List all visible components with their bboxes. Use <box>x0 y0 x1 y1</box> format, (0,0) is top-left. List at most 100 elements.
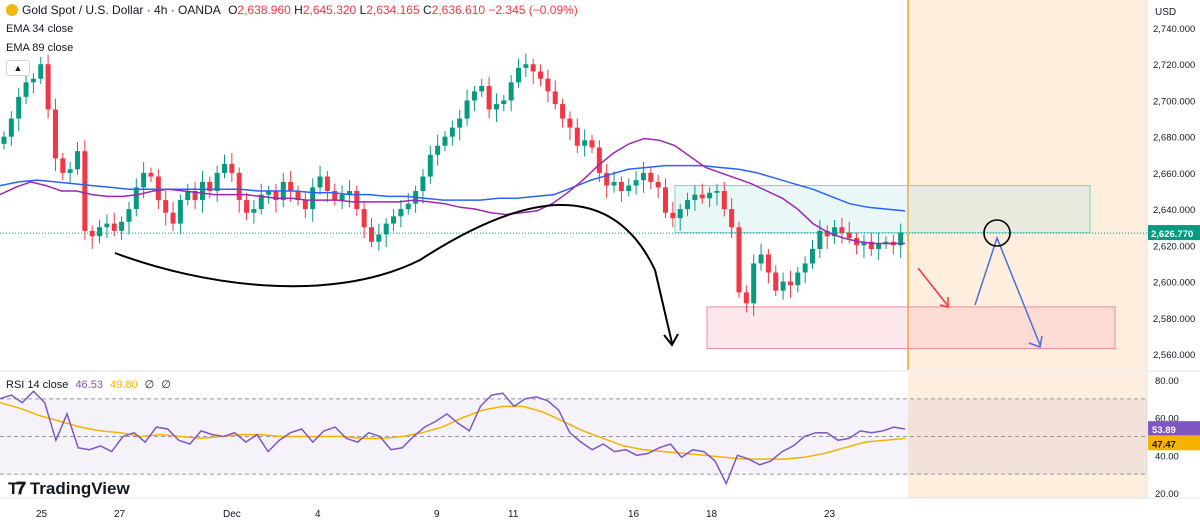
candle-down[interactable] <box>155 176 161 201</box>
candle-up[interactable] <box>420 176 426 191</box>
candle-up[interactable] <box>780 281 786 291</box>
candle-up[interactable] <box>508 82 514 101</box>
candle-up[interactable] <box>832 227 838 237</box>
candle-down[interactable] <box>824 230 830 237</box>
candle-up[interactable] <box>1 136 7 144</box>
candle-down[interactable] <box>148 172 154 177</box>
candle-up[interactable] <box>214 172 220 191</box>
candle-up[interactable] <box>383 223 389 235</box>
candle-up[interactable] <box>795 272 801 286</box>
candle-up[interactable] <box>391 216 397 224</box>
candle-up[interactable] <box>758 254 764 264</box>
candle-down[interactable] <box>45 64 51 110</box>
indicator-ema89-label[interactable]: EMA 89 close <box>6 42 74 54</box>
candle-down[interactable] <box>655 181 661 188</box>
candle-up[interactable] <box>471 91 477 101</box>
candle-up[interactable] <box>861 241 867 246</box>
candle-up[interactable] <box>714 191 720 193</box>
candle-up[interactable] <box>310 187 316 210</box>
candle-down[interactable] <box>560 104 566 119</box>
candle-up[interactable] <box>633 180 639 186</box>
candle-down[interactable] <box>589 140 595 148</box>
candle-up[interactable] <box>640 172 646 181</box>
candle-up[interactable] <box>611 181 617 186</box>
candle-down[interactable] <box>670 212 676 219</box>
candle-down[interactable] <box>604 172 610 186</box>
collapse-indicators-button[interactable]: ▲ <box>6 60 30 76</box>
candle-up[interactable] <box>126 209 132 222</box>
candle-up[interactable] <box>427 154 433 177</box>
candle-up[interactable] <box>501 100 507 105</box>
candle-up[interactable] <box>435 145 441 155</box>
candle-up[interactable] <box>677 209 683 219</box>
candle-down[interactable] <box>192 191 198 201</box>
candle-up[interactable] <box>626 185 632 191</box>
candle-down[interactable] <box>567 118 573 128</box>
candle-down[interactable] <box>244 200 250 213</box>
candle-up[interactable] <box>457 118 463 128</box>
candle-up[interactable] <box>810 248 815 264</box>
candle-up[interactable] <box>685 200 691 210</box>
candle-up[interactable] <box>258 194 264 210</box>
candle-up[interactable] <box>222 163 227 173</box>
candle-down[interactable] <box>324 176 330 191</box>
candle-down[interactable] <box>787 281 793 286</box>
candle-down[interactable] <box>552 91 558 105</box>
candle-up[interactable] <box>516 67 521 83</box>
support-zone[interactable] <box>706 306 1116 350</box>
candle-up[interactable] <box>16 96 22 119</box>
candle-up[interactable] <box>339 194 345 201</box>
candle-up[interactable] <box>30 78 36 83</box>
candle-down[interactable] <box>295 191 301 201</box>
candle-down[interactable] <box>369 227 374 242</box>
candle-down[interactable] <box>82 151 88 231</box>
candle-up[interactable] <box>876 243 882 249</box>
candle-down[interactable] <box>721 191 727 210</box>
candle-up[interactable] <box>582 140 588 146</box>
candle-down[interactable] <box>736 227 742 293</box>
candle-down[interactable] <box>868 241 874 249</box>
candle-up[interactable] <box>119 221 125 231</box>
drawn-arc-path[interactable] <box>114 204 673 344</box>
candle-down[interactable] <box>648 172 654 182</box>
candle-up[interactable] <box>449 127 455 137</box>
candle-up[interactable] <box>317 176 323 188</box>
candle-down[interactable] <box>486 85 492 110</box>
candle-up[interactable] <box>479 85 485 92</box>
candle-up[interactable] <box>751 263 757 304</box>
candle-up[interactable] <box>883 241 889 244</box>
candle-down[interactable] <box>52 109 58 159</box>
candle-down[interactable] <box>574 127 580 146</box>
candle-down[interactable] <box>596 147 602 173</box>
candle-down[interactable] <box>538 71 544 79</box>
candle-down[interactable] <box>846 232 852 239</box>
candle-up[interactable] <box>376 234 382 242</box>
candle-up[interactable] <box>493 104 499 110</box>
candle-up[interactable] <box>817 230 823 249</box>
candle-down[interactable] <box>236 172 242 201</box>
candle-up[interactable] <box>23 82 29 97</box>
candle-up[interactable] <box>133 187 139 210</box>
candle-up[interactable] <box>405 203 411 210</box>
candle-up[interactable] <box>97 227 103 237</box>
candle-down[interactable] <box>839 227 845 233</box>
candle-up[interactable] <box>38 64 44 79</box>
candle-down[interactable] <box>89 230 95 237</box>
candle-down[interactable] <box>729 209 735 228</box>
candle-down[interactable] <box>60 158 66 173</box>
candle-up[interactable] <box>8 118 14 137</box>
candle-down[interactable] <box>332 191 338 201</box>
tradingview-logo[interactable]: T𝟕 TradingView <box>8 479 130 499</box>
candle-up[interactable] <box>346 191 352 195</box>
rsi-header[interactable]: RSI 14 close 46.53 49.80 ∅ ∅ <box>6 378 171 391</box>
candle-up[interactable] <box>199 181 205 201</box>
candle-up[interactable] <box>141 172 147 188</box>
candle-down[interactable] <box>545 78 551 92</box>
candle-down[interactable] <box>111 223 117 231</box>
candle-down[interactable] <box>288 181 294 191</box>
candle-up[interactable] <box>177 200 183 224</box>
retest-circle[interactable] <box>983 219 1011 247</box>
candle-down[interactable] <box>765 254 771 273</box>
candle-down[interactable] <box>618 181 624 191</box>
